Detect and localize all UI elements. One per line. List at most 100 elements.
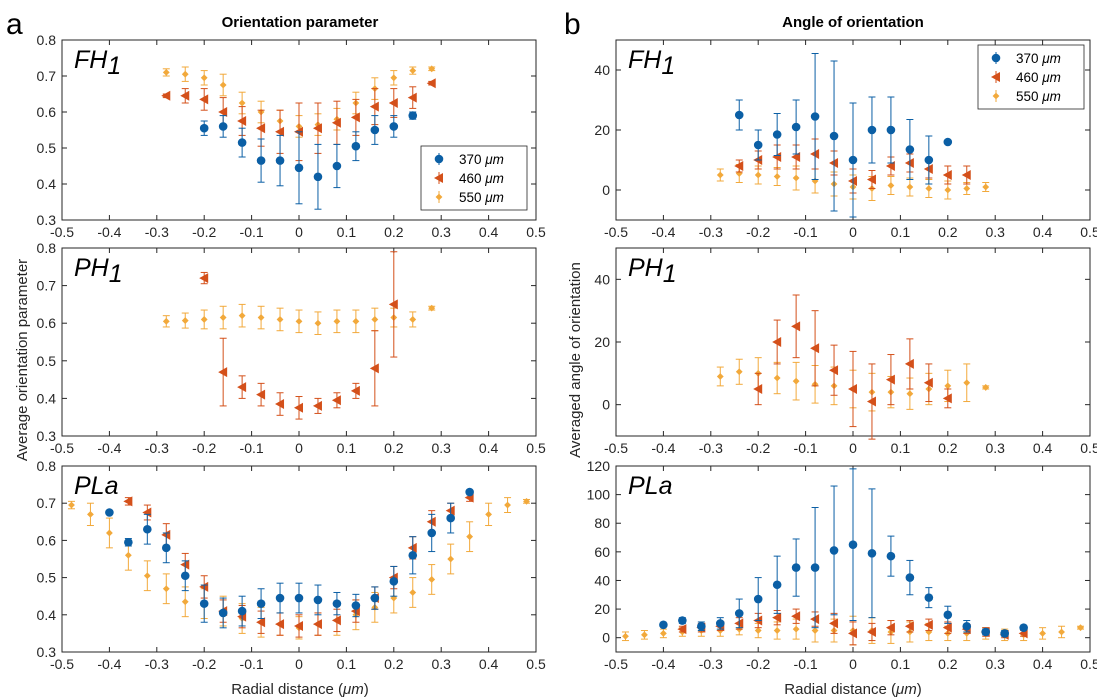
subplot-label: PLa	[74, 472, 119, 500]
data-point	[331, 117, 341, 128]
y-tick-label: 20	[594, 601, 610, 617]
series-370	[659, 468, 1028, 638]
data-point	[753, 594, 763, 604]
data-point	[371, 316, 379, 323]
chart-panel-0: -0.5 -0.4 -0.3 -0.2 -0.1 0 0.1 0.2 0.3 0.4 0.5 0.3 0…	[37, 32, 546, 240]
y-tick-label: 60	[594, 544, 610, 560]
legend-entry-370: 370 μm	[1016, 51, 1061, 66]
data-point	[924, 155, 934, 165]
panel-label-b: b	[564, 8, 581, 41]
data-point	[275, 619, 285, 630]
data-point	[162, 317, 170, 325]
y-axis-label-left: Average orientation parameter	[14, 259, 31, 461]
subplot-label: PLa	[628, 472, 673, 500]
data-point	[388, 98, 398, 108]
x-tick-label: 0.5	[526, 440, 546, 456]
data-point	[677, 624, 687, 635]
chart-panel-4: -0.5 -0.4 -0.3 -0.2 -0.1 0 0.1 0.2 0.3 0.4 0.5 0 20 4…	[594, 247, 1097, 456]
x-tick-label: -0.4	[651, 656, 675, 672]
data-point	[963, 379, 971, 387]
data-point	[275, 593, 285, 603]
panel-label-a: a	[6, 8, 23, 41]
x-tick-label: -0.5	[604, 440, 628, 456]
legend-marker	[435, 193, 443, 201]
x-tick-label: 0.1	[891, 224, 911, 240]
data-point	[734, 609, 744, 618]
x-tick-label: 0	[849, 440, 857, 456]
data-point	[331, 615, 341, 626]
y-tick-label: 0.6	[37, 104, 57, 120]
x-tick-label: -0.2	[746, 224, 770, 240]
data-point	[829, 546, 839, 555]
data-point	[944, 382, 952, 390]
chart-panel-1: -0.5 -0.4 -0.3 -0.2 -0.1 0 0.1 0.2 0.3 0.4 0.5 0.3 0…	[37, 240, 546, 456]
plots-group: -0.5 -0.4 -0.3 -0.2 -0.1 0 0.1 0.2 0.3 0.4 0.5 0.3 0…	[37, 32, 1097, 672]
data-point	[275, 399, 285, 410]
data-point	[218, 122, 228, 131]
data-point	[772, 337, 782, 347]
data-point	[866, 396, 876, 407]
data-point	[408, 550, 418, 560]
data-point	[904, 358, 914, 369]
chart-panel-3: -0.5 -0.4 -0.3 -0.2 -0.1 0 0.1 0.2 0.3 0.4 0.5 0 20 4…	[594, 39, 1097, 240]
data-point	[407, 92, 417, 103]
y-tick-label: 0.7	[37, 495, 57, 511]
data-point	[848, 540, 858, 549]
y-tick-label: 40	[594, 271, 610, 287]
series-550	[162, 303, 436, 335]
column-title-orientation-parameter: Orientation parameter	[222, 14, 379, 31]
data-point	[408, 111, 418, 120]
data-point	[332, 599, 342, 608]
data-point	[810, 112, 820, 121]
series-370	[105, 487, 474, 629]
data-point	[810, 563, 820, 572]
data-point	[942, 393, 952, 404]
data-point	[237, 138, 247, 147]
x-tick-label: 0	[295, 440, 303, 456]
x-tick-label: -0.2	[746, 440, 770, 456]
data-point	[866, 626, 876, 637]
data-point	[388, 299, 398, 310]
data-point	[312, 619, 322, 630]
x-tick-label: 0.3	[431, 440, 451, 456]
y-tick-label: 40	[594, 62, 610, 78]
data-point	[181, 598, 189, 606]
y-tick-label: 40	[594, 572, 610, 588]
chart-panel-5: -0.5 -0.4 -0.3 -0.2 -0.1 0 0.1 0.2 0.3 0.4 0.5 0 20 4…	[587, 458, 1097, 672]
data-point	[409, 316, 417, 323]
data-point	[641, 631, 648, 639]
data-point	[199, 273, 209, 284]
data-point	[716, 373, 724, 380]
data-point	[180, 90, 190, 101]
x-axis-label-left: Radial distance (μm)	[231, 681, 368, 697]
x-tick-label: -0.1	[794, 656, 818, 672]
data-point	[754, 627, 762, 634]
data-point	[791, 563, 801, 572]
x-tick-label: -0.4	[97, 656, 121, 672]
legend-entry-370: 370 μm	[459, 152, 504, 167]
x-tick-label: 0.3	[985, 224, 1005, 240]
data-point	[829, 618, 839, 629]
x-tick-label: 0.2	[938, 224, 958, 240]
data-point	[256, 156, 266, 165]
x-tick-label: -0.3	[145, 440, 169, 456]
data-point	[829, 365, 839, 376]
x-tick-label: 0.5	[526, 224, 546, 240]
x-tick-label: -0.4	[97, 440, 121, 456]
data-point	[181, 317, 189, 324]
data-point	[447, 555, 455, 563]
data-point	[791, 611, 801, 622]
legend-entry-550: 550 μm	[459, 190, 504, 205]
data-point	[428, 304, 436, 312]
data-point	[313, 172, 323, 182]
x-tick-label: 0.3	[431, 656, 451, 672]
data-point	[312, 400, 322, 411]
data-point	[313, 595, 323, 605]
x-tick-label: 0.2	[384, 224, 404, 240]
x-tick-label: 0.5	[526, 656, 546, 672]
data-point	[963, 185, 971, 192]
series-460	[123, 492, 474, 638]
data-point	[867, 125, 877, 135]
data-point	[886, 125, 896, 135]
data-point	[428, 576, 436, 583]
